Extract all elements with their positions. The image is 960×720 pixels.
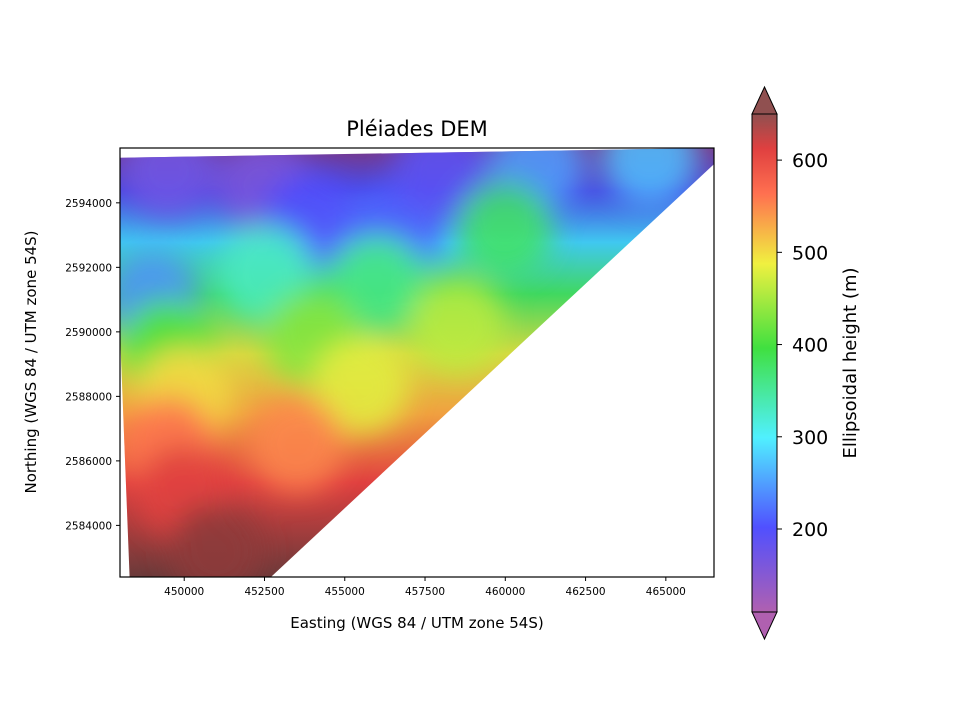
colorbar-tick-label: 400: [792, 335, 828, 357]
y-tick-label: 2592000: [65, 262, 112, 274]
x-tick-label: 462500: [566, 586, 606, 598]
plot-frame: [119, 147, 715, 578]
colorbar-extend-min: [751, 611, 778, 641]
plot-area: 450000 452500 455000 457500 460000 462500 4650…: [65, 147, 715, 598]
y-tick-label: 2590000: [65, 327, 112, 339]
y-tick-label: 2594000: [65, 198, 112, 210]
dem-sample-blob: [601, 148, 698, 206]
dem-sample-blob: [312, 338, 409, 435]
x-tick-label: 465000: [646, 586, 686, 598]
dem-sample-blob: [248, 396, 345, 493]
colorbar-label: Ellipsoidal height (m): [840, 267, 861, 458]
dem-sample-blob: [120, 148, 217, 219]
colorbar-gradient-bar: [752, 114, 777, 612]
y-tick-label: 2586000: [65, 456, 112, 468]
colorbar: 200 300 400 500 600: [751, 85, 828, 641]
colorbar-tick-label: 200: [792, 519, 828, 541]
y-axis: 2584000 2586000 2588000 2590000 2592000 25940…: [65, 198, 120, 532]
colorbar-tick-label: 300: [792, 427, 828, 449]
colorbar-frame: [751, 113, 778, 613]
x-axis-label: Easting (WGS 84 / UTM zone 54S): [290, 614, 543, 632]
y-axis-label: Northing (WGS 84 / UTM zone 54S): [22, 230, 40, 493]
x-axis: 450000 452500 455000 457500 460000 462500 4650…: [164, 577, 686, 598]
colorbar-extend-max: [751, 85, 778, 115]
chart-title: Pléiades DEM: [346, 117, 488, 141]
x-tick-label: 455000: [325, 586, 365, 598]
x-tick-label: 460000: [485, 586, 525, 598]
dem-sample-blob: [393, 148, 490, 219]
dem-sample-blob: [409, 277, 506, 374]
y-tick-label: 2584000: [65, 520, 112, 532]
dem-sample-blob: [328, 235, 425, 332]
x-tick-label: 450000: [164, 586, 204, 598]
colorbar-tick-label: 500: [792, 242, 828, 264]
x-tick-label: 452500: [244, 586, 284, 598]
y-tick-label: 2588000: [65, 391, 112, 403]
colorbar-tick-label: 600: [792, 150, 828, 172]
dem-sample-blob: [168, 503, 265, 577]
colorbar-ticks: 200 300 400 500 600: [777, 150, 828, 541]
dem-height-samples: [120, 148, 698, 577]
x-tick-label: 457500: [405, 586, 445, 598]
dem-sample-blob: [457, 180, 554, 277]
